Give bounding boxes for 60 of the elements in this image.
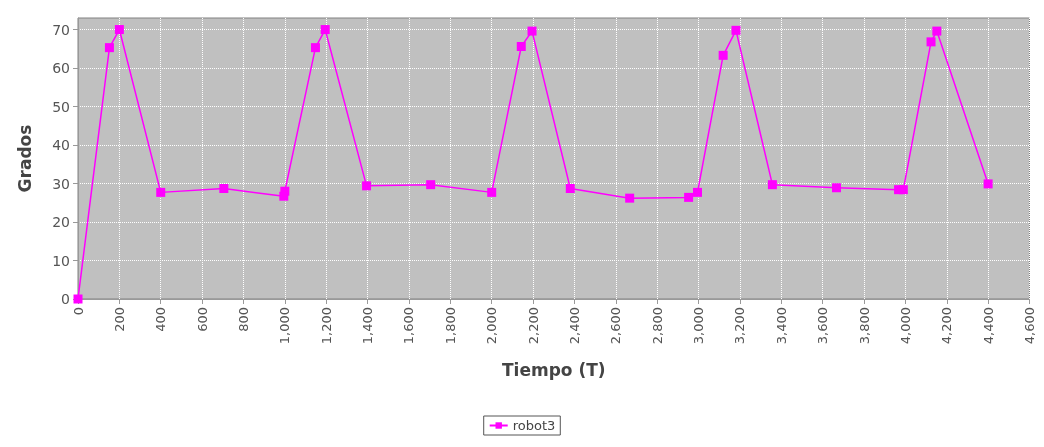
y-tick-label: 0: [61, 291, 70, 307]
point: [684, 192, 694, 202]
x-tick-label: 2,400: [566, 307, 582, 345]
point: [156, 187, 166, 197]
x-tick-label: 3,000: [691, 307, 707, 345]
x-tick-label: 1,200: [318, 307, 334, 345]
y-axis-title: Grados: [14, 124, 35, 193]
x-tick-label: 2,600: [608, 307, 624, 345]
point: [983, 179, 993, 189]
y-tick-label: 70: [52, 21, 70, 38]
x-tick-label: 800: [235, 307, 251, 332]
point: [104, 43, 114, 53]
x-tick-label: 4,200: [939, 307, 955, 345]
x-tick-label: 600: [194, 307, 210, 332]
point: [362, 181, 372, 191]
point: [73, 294, 83, 304]
point: [219, 184, 229, 194]
point: [565, 184, 575, 194]
x-tick-label: 1,000: [277, 307, 293, 345]
x-tick-label: 2,000: [484, 307, 500, 345]
point: [932, 26, 942, 36]
x-tick-label: 4,000: [897, 307, 913, 345]
x-tick-label: 400: [153, 307, 169, 332]
point: [731, 25, 741, 35]
point: [280, 186, 290, 196]
y-tick-label: 40: [52, 137, 70, 154]
x-tick-label: 1,800: [442, 307, 458, 345]
point: [487, 187, 497, 197]
x-tick-label: 0: [70, 307, 86, 316]
point: [114, 25, 124, 35]
point: [426, 180, 436, 190]
legend-label: robot3: [512, 418, 556, 433]
point: [718, 50, 728, 60]
y-tick-label: 10: [52, 252, 70, 269]
x-tick-label: 1,600: [401, 307, 417, 345]
x-axis-title: Tiempo (T): [501, 359, 606, 380]
point: [767, 180, 777, 190]
x-tick-label: 1,400: [360, 307, 376, 345]
point: [527, 26, 537, 36]
point: [832, 183, 842, 193]
point: [898, 185, 908, 195]
x-tick-label: 2,800: [649, 307, 665, 345]
y-tick-label: 20: [52, 214, 70, 231]
x-tick-label: 3,400: [773, 307, 789, 345]
x-tick-label: 2,200: [525, 307, 541, 345]
point: [926, 37, 936, 47]
x-tick-label: 4,400: [980, 307, 996, 345]
x-tick-label: 4,600: [1022, 307, 1037, 345]
x-tick-label: 200: [111, 307, 127, 332]
y-tick-label: 50: [52, 98, 70, 115]
x-tick-label: 3,600: [815, 307, 831, 345]
x-tick-label: 3,800: [856, 307, 872, 345]
y-tick-label: 30: [52, 175, 70, 192]
point: [516, 41, 526, 51]
point: [320, 25, 330, 35]
point: [693, 187, 703, 197]
y-tick-label: 60: [52, 60, 70, 77]
x-tick-label: 3,200: [732, 307, 748, 345]
point: [625, 193, 635, 203]
point: [310, 43, 320, 53]
